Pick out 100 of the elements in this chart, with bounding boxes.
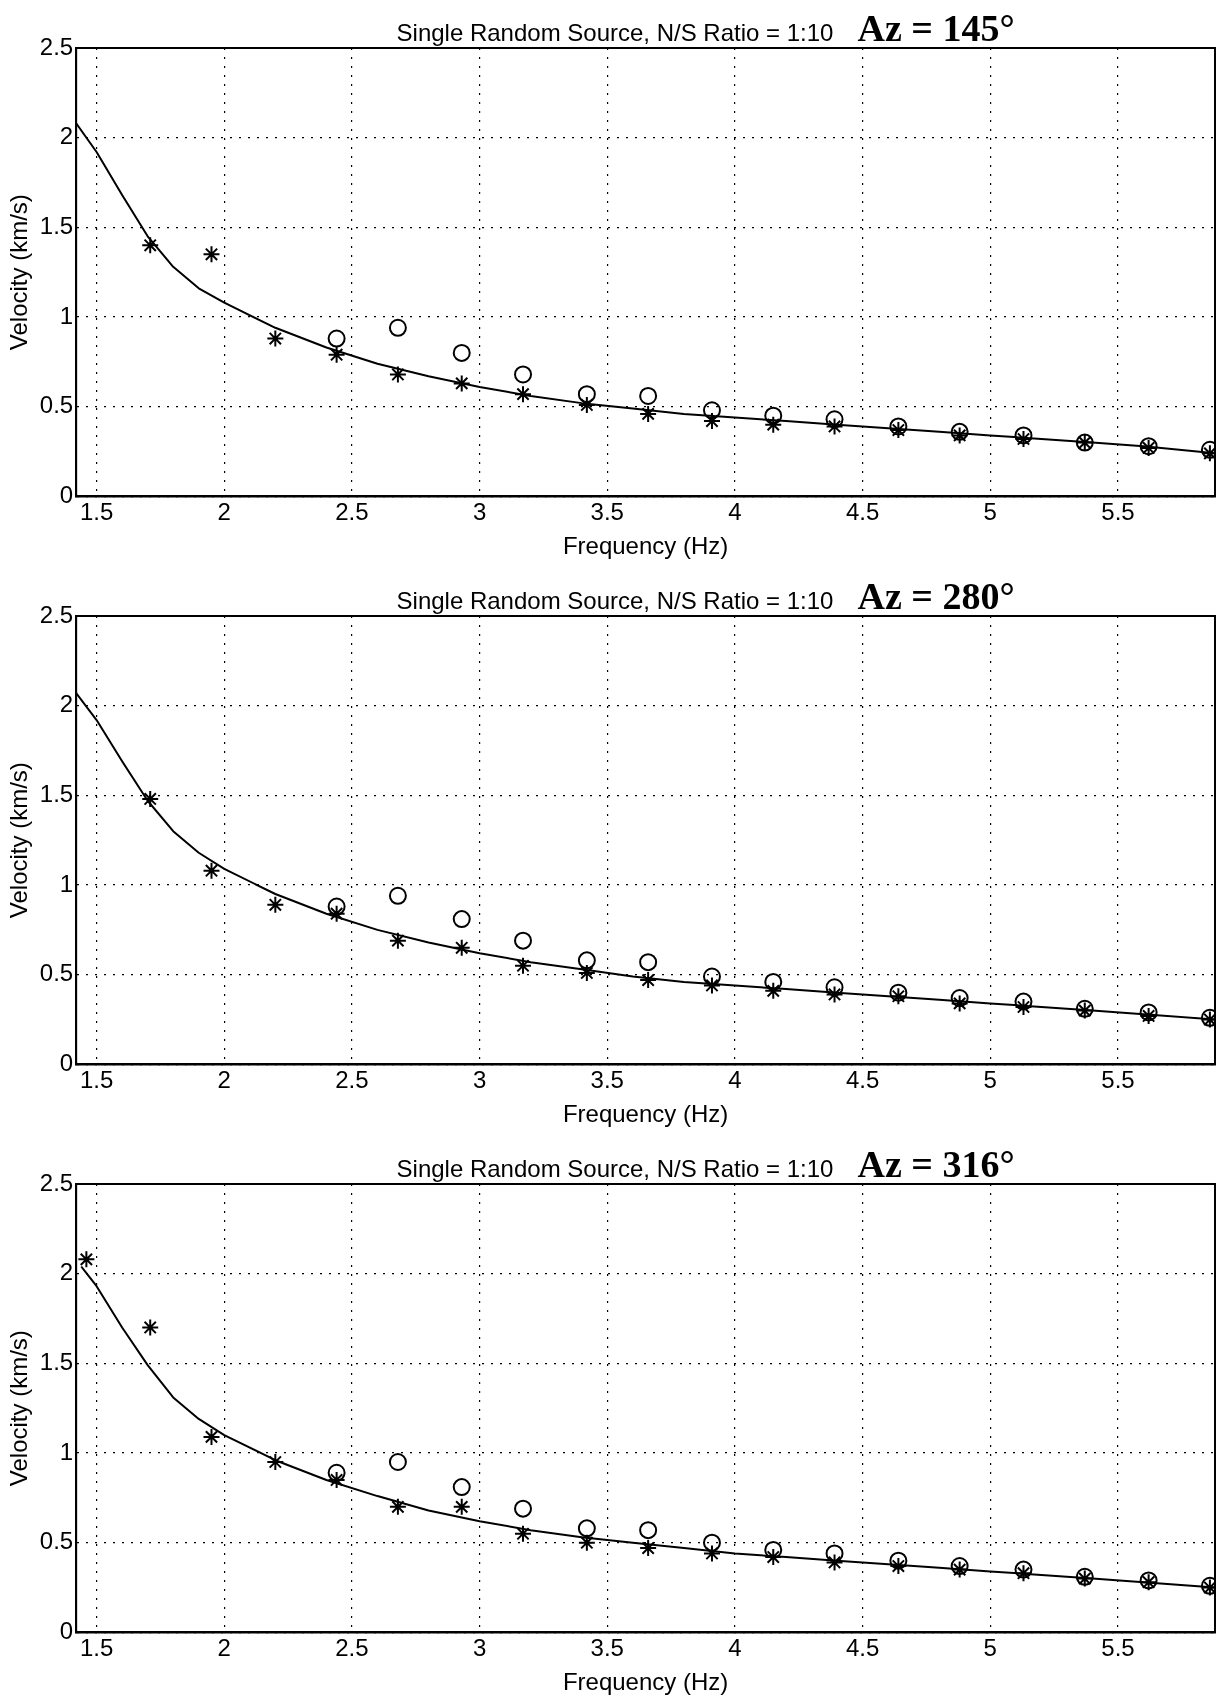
point	[388, 1497, 407, 1516]
point	[327, 904, 346, 923]
annotation: Az = 316°	[857, 1142, 1015, 1185]
point	[514, 1524, 533, 1543]
x-tick-label: 4	[728, 1066, 742, 1094]
x-tick-label: 1.5	[79, 1634, 114, 1662]
x-tick-label: 1.5	[79, 498, 114, 526]
point	[327, 1463, 346, 1482]
point	[452, 1497, 471, 1516]
x-tick-label: 5.5	[1101, 498, 1135, 526]
point	[266, 895, 285, 914]
point	[825, 1544, 844, 1563]
x-tick-label: 4.5	[845, 498, 880, 526]
x-tick-label: 5.5	[1101, 1634, 1135, 1662]
point	[764, 972, 783, 991]
point	[327, 345, 346, 364]
point	[141, 1318, 160, 1337]
chart-title: Single Random Source, N/S Ratio = 1:10	[396, 1154, 834, 1182]
point	[639, 953, 658, 972]
x-tick-label: 3	[472, 1634, 487, 1662]
point	[1014, 1560, 1033, 1579]
x-tick-label: 3.5	[590, 1066, 624, 1094]
point	[702, 412, 721, 431]
y-tick-label: 1.5	[39, 211, 74, 239]
point	[577, 385, 596, 404]
point	[825, 410, 844, 429]
y-tick-label: 0	[59, 1617, 74, 1645]
y-tick-label: 1.5	[39, 779, 74, 807]
x-tick-label: 5.5	[1101, 1066, 1135, 1094]
y-tick-label: 0.5	[39, 959, 74, 987]
point	[950, 422, 969, 441]
point	[452, 1478, 471, 1497]
point	[577, 1519, 596, 1538]
point	[702, 976, 721, 995]
point	[577, 963, 596, 982]
point	[1014, 998, 1033, 1017]
point	[202, 245, 221, 264]
point	[388, 931, 407, 950]
point	[1014, 426, 1033, 445]
y-tick-label: 0	[59, 481, 74, 509]
point	[950, 989, 969, 1008]
point	[639, 1521, 658, 1540]
point	[764, 406, 783, 425]
y-tick-label: 0.5	[39, 391, 74, 419]
point	[514, 365, 533, 384]
y-tick-label: 1	[59, 301, 74, 329]
x-tick-label: 2.5	[335, 1634, 369, 1662]
point	[889, 417, 908, 436]
x-tick-label: 2.5	[335, 498, 369, 526]
point	[764, 1540, 783, 1559]
point	[202, 1427, 221, 1446]
point	[577, 395, 596, 414]
x-tick-label: 1.5	[79, 1066, 114, 1094]
y-tick-label: 1	[59, 869, 74, 897]
x-axis-title: Frequency (Hz)	[562, 1668, 729, 1696]
point	[639, 1539, 658, 1558]
x-tick-label: 3.5	[590, 1634, 624, 1662]
point	[452, 374, 471, 393]
point	[825, 985, 844, 1004]
y-axis-title: Velocity (km/s)	[5, 194, 33, 351]
y-tick-label: 2.5	[39, 600, 74, 628]
point	[141, 789, 160, 808]
x-tick-label: 2	[217, 498, 231, 526]
y-tick-label: 2.5	[39, 1168, 74, 1196]
point	[141, 236, 160, 255]
point	[327, 897, 346, 916]
x-tick-label: 3	[472, 498, 487, 526]
point	[388, 318, 407, 337]
annotation: Az = 280°	[857, 574, 1015, 617]
point	[825, 978, 844, 997]
point	[514, 1499, 533, 1518]
chart-title: Single Random Source, N/S Ratio = 1:10	[396, 18, 834, 46]
x-tick-label: 3	[472, 1066, 487, 1094]
point	[950, 994, 969, 1013]
point	[266, 1453, 285, 1472]
x-tick-label: 5	[983, 1066, 997, 1094]
y-tick-label: 0	[59, 1049, 74, 1077]
point	[577, 951, 596, 970]
y-tick-label: 2.5	[39, 32, 74, 60]
point	[1014, 1564, 1033, 1583]
point	[452, 343, 471, 362]
point	[514, 956, 533, 975]
x-tick-label: 5	[983, 1634, 997, 1662]
x-axis-title: Frequency (Hz)	[562, 1100, 729, 1128]
point	[950, 426, 969, 445]
point	[1014, 992, 1033, 1011]
point	[639, 386, 658, 405]
chart-title: Single Random Source, N/S Ratio = 1:10	[396, 586, 834, 614]
x-tick-label: 4.5	[845, 1634, 880, 1662]
x-tick-label: 3.5	[590, 498, 624, 526]
x-tick-label: 2.5	[335, 1066, 369, 1094]
point	[514, 931, 533, 950]
point	[764, 981, 783, 1000]
point	[889, 1557, 908, 1576]
point	[202, 861, 221, 880]
point	[388, 886, 407, 905]
point	[702, 1533, 721, 1552]
y-tick-label: 1.5	[39, 1347, 74, 1375]
point	[702, 401, 721, 420]
point	[266, 329, 285, 348]
